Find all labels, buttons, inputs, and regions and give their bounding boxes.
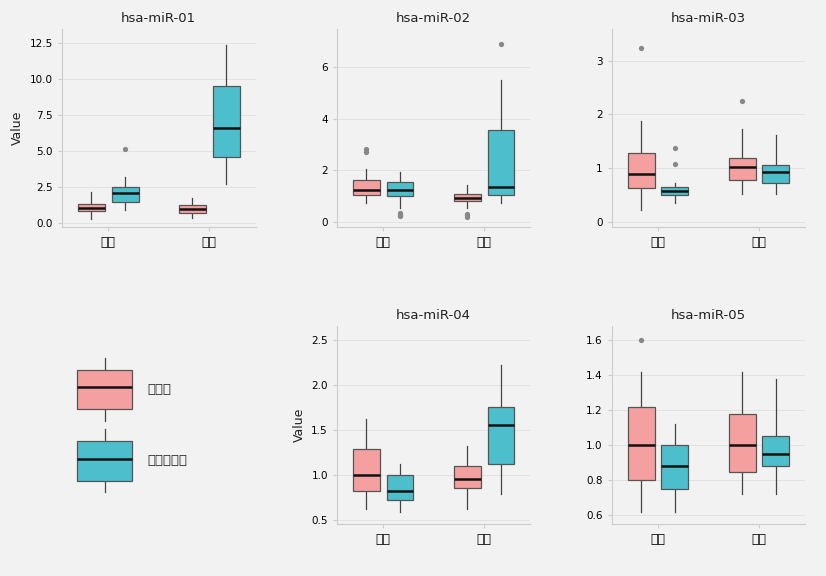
Text: 대조군: 대조군 <box>147 383 171 396</box>
Bar <box>387 475 414 500</box>
Bar <box>112 187 139 202</box>
FancyBboxPatch shape <box>78 441 131 480</box>
FancyBboxPatch shape <box>78 370 131 409</box>
Bar <box>212 86 240 157</box>
Bar <box>762 437 790 467</box>
Title: hsa-miR-03: hsa-miR-03 <box>671 12 746 25</box>
Title: hsa-miR-01: hsa-miR-01 <box>121 12 197 25</box>
Y-axis label: Value: Value <box>11 111 24 145</box>
Title: hsa-miR-02: hsa-miR-02 <box>396 12 471 25</box>
Bar <box>453 465 481 488</box>
Bar <box>387 182 414 195</box>
Bar <box>353 449 380 491</box>
Bar <box>729 414 756 472</box>
Bar <box>762 165 790 183</box>
Bar <box>662 187 688 195</box>
Bar <box>628 153 655 188</box>
Text: 수면장애군: 수면장애군 <box>147 454 188 467</box>
Bar <box>453 194 481 200</box>
Bar <box>353 180 380 195</box>
Bar <box>729 158 756 180</box>
Title: hsa-miR-04: hsa-miR-04 <box>396 309 471 322</box>
Bar <box>78 204 105 211</box>
Bar <box>662 445 688 489</box>
Bar <box>487 407 515 464</box>
Title: hsa-miR-05: hsa-miR-05 <box>671 309 746 322</box>
Bar <box>628 407 655 480</box>
Bar <box>487 130 515 195</box>
Bar <box>179 205 206 213</box>
Y-axis label: Value: Value <box>292 408 306 442</box>
